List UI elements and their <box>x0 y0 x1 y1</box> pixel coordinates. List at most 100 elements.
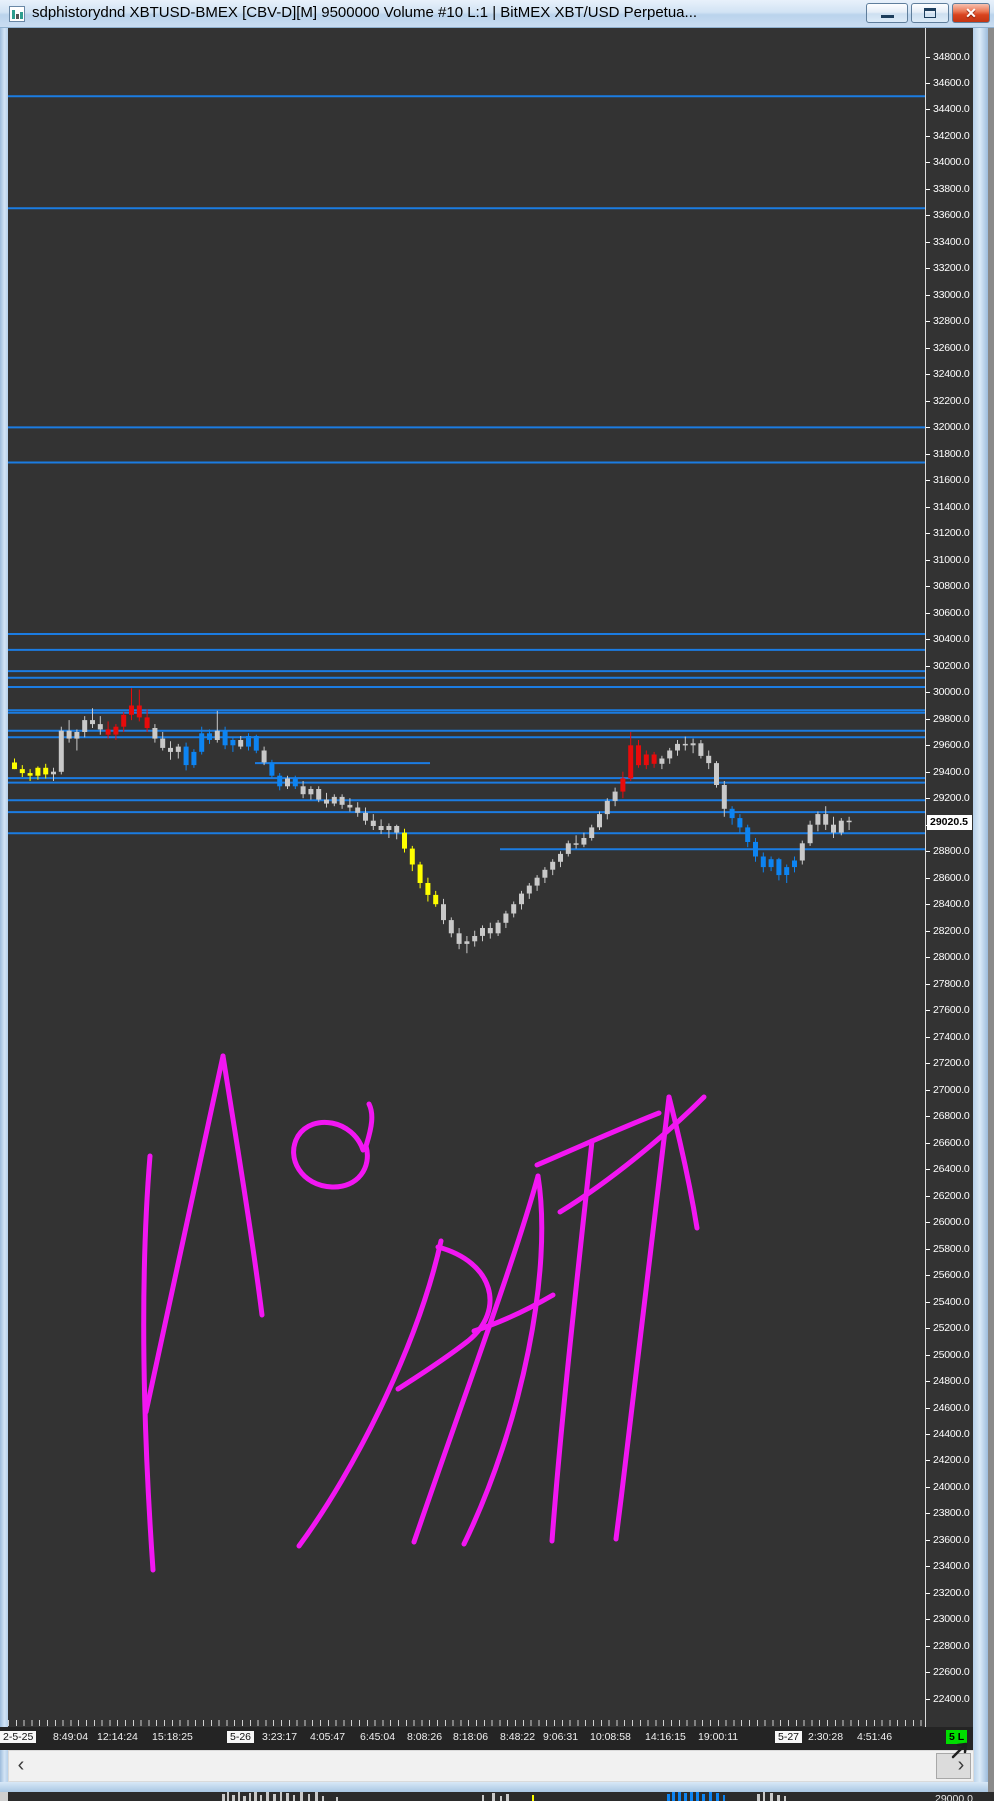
price-label: 26800.0 <box>926 1110 970 1123</box>
chart-canvas[interactable] <box>8 28 925 1727</box>
price-label: 33400.0 <box>926 235 970 248</box>
price-label: 28200.0 <box>926 924 970 937</box>
price-label: 22800.0 <box>926 1639 970 1652</box>
price-label: 33000.0 <box>926 288 970 301</box>
horizontal-scrollbar[interactable]: ‹ › <box>8 1750 974 1782</box>
price-label: 31000.0 <box>926 553 970 566</box>
price-label: 27200.0 <box>926 1057 970 1070</box>
price-label: 32200.0 <box>926 394 970 407</box>
time-tick-marks <box>8 1720 925 1726</box>
price-axis[interactable]: 29020.5 34800.0 34600.0 34400.0 34200.0 3400… <box>925 28 973 1727</box>
price-label: 28000.0 <box>926 951 970 964</box>
background-strip-bar <box>280 1792 282 1801</box>
background-strip-bar <box>273 1794 276 1801</box>
price-label: 27400.0 <box>926 1030 970 1043</box>
price-label: 33800.0 <box>926 182 970 195</box>
background-strip-bar <box>757 1794 760 1801</box>
background-strip-bar <box>500 1796 502 1801</box>
background-strip-bar <box>308 1794 310 1801</box>
price-label: 32800.0 <box>926 315 970 328</box>
price-label: 22600.0 <box>926 1666 970 1679</box>
price-label: 30600.0 <box>926 606 970 619</box>
background-strip-bar <box>667 1794 670 1801</box>
background-strip-bar <box>702 1794 705 1801</box>
price-label: 32400.0 <box>926 368 970 381</box>
price-label: 30000.0 <box>926 686 970 699</box>
background-strip-bar <box>716 1793 719 1801</box>
speed-badge: 5 L <box>946 1730 968 1744</box>
background-strip-bar <box>506 1794 509 1801</box>
price-label: 30800.0 <box>926 580 970 593</box>
time-label: 9:06:31 <box>543 1731 579 1743</box>
background-strip-bar <box>482 1795 484 1801</box>
price-label: 29600.0 <box>926 739 970 752</box>
price-label: 33200.0 <box>926 262 970 275</box>
background-strip-bar <box>723 1795 725 1801</box>
background-strip-bar <box>763 1792 765 1801</box>
background-strip-bar <box>260 1795 262 1801</box>
price-label: 30200.0 <box>926 659 970 672</box>
price-label: 24400.0 <box>926 1427 970 1440</box>
price-label: 31400.0 <box>926 500 970 513</box>
price-label: 34200.0 <box>926 129 970 142</box>
time-label-date: 5-27 <box>775 1731 803 1743</box>
time-label: 6:45:04 <box>360 1731 396 1743</box>
background-strip-bar <box>336 1797 338 1801</box>
price-label: 28600.0 <box>926 871 970 884</box>
price-label: 34600.0 <box>926 77 970 89</box>
price-label: 23600.0 <box>926 1533 970 1546</box>
price-label: 23000.0 <box>926 1613 970 1626</box>
time-label: 8:48:22 <box>500 1731 536 1743</box>
background-strip-bar <box>770 1793 773 1801</box>
close-button[interactable]: ✕ <box>952 3 990 23</box>
scroll-right-arrow-icon[interactable]: › <box>957 1754 965 1776</box>
app-icon <box>9 6 25 22</box>
background-strip-bar <box>249 1793 251 1801</box>
price-label: 26000.0 <box>926 1216 970 1229</box>
time-label: 15:18:25 <box>152 1731 193 1743</box>
maximize-button[interactable] <box>911 3 949 23</box>
background-strip-bar <box>690 1792 693 1801</box>
time-label: 10:08:58 <box>590 1731 631 1743</box>
price-label: 27800.0 <box>926 977 970 990</box>
background-strip-bar <box>672 1792 675 1801</box>
scroll-left-arrow-icon[interactable]: ‹ <box>17 1754 25 1776</box>
background-strip-bar <box>696 1792 699 1801</box>
price-label: 34400.0 <box>926 103 970 116</box>
price-label: 25800.0 <box>926 1242 970 1255</box>
window-frame-right <box>973 28 988 1792</box>
price-label: 23200.0 <box>926 1586 970 1599</box>
price-label: 32600.0 <box>926 341 970 354</box>
price-label: 26400.0 <box>926 1163 970 1176</box>
background-strip-bar <box>532 1795 534 1801</box>
price-label: 25000.0 <box>926 1348 970 1361</box>
price-label: 30400.0 <box>926 633 970 646</box>
background-strip-bar <box>709 1792 712 1801</box>
price-label: 24800.0 <box>926 1375 970 1387</box>
minimize-button[interactable] <box>866 3 908 23</box>
price-label: 22400.0 <box>926 1692 970 1705</box>
price-label: 24000.0 <box>926 1480 970 1493</box>
time-label: 8:08:26 <box>407 1731 443 1743</box>
background-strip-bar <box>777 1795 780 1801</box>
background-strip-price-label: 29000.0 <box>935 1793 973 1801</box>
background-strip-bar <box>492 1793 495 1801</box>
time-axis[interactable]: 5 L 2-5-25 8:49:04 12:14:24 15:18:25 5-26 3:2… <box>0 1727 973 1750</box>
maximize-icon <box>924 8 936 18</box>
time-label: 4:05:47 <box>310 1731 346 1743</box>
background-strip-bar <box>238 1792 240 1801</box>
background-window-edge <box>988 28 994 1792</box>
background-strip-bar <box>678 1792 681 1801</box>
titlebar[interactable]: sdphistorydnd XBTUSD-BMEX [CBV-D][M] 950… <box>0 0 994 28</box>
price-label: 28800.0 <box>926 845 970 858</box>
background-strip-bar <box>300 1792 303 1801</box>
price-label: 32000.0 <box>926 421 970 434</box>
price-label: 29200.0 <box>926 792 970 805</box>
time-label: 14:16:15 <box>645 1731 686 1743</box>
background-strip-bar <box>286 1793 289 1801</box>
time-label: 2:30:28 <box>808 1731 844 1743</box>
background-strip-bar <box>684 1793 687 1801</box>
price-label: 31800.0 <box>926 447 970 460</box>
price-label: 27600.0 <box>926 1004 970 1017</box>
